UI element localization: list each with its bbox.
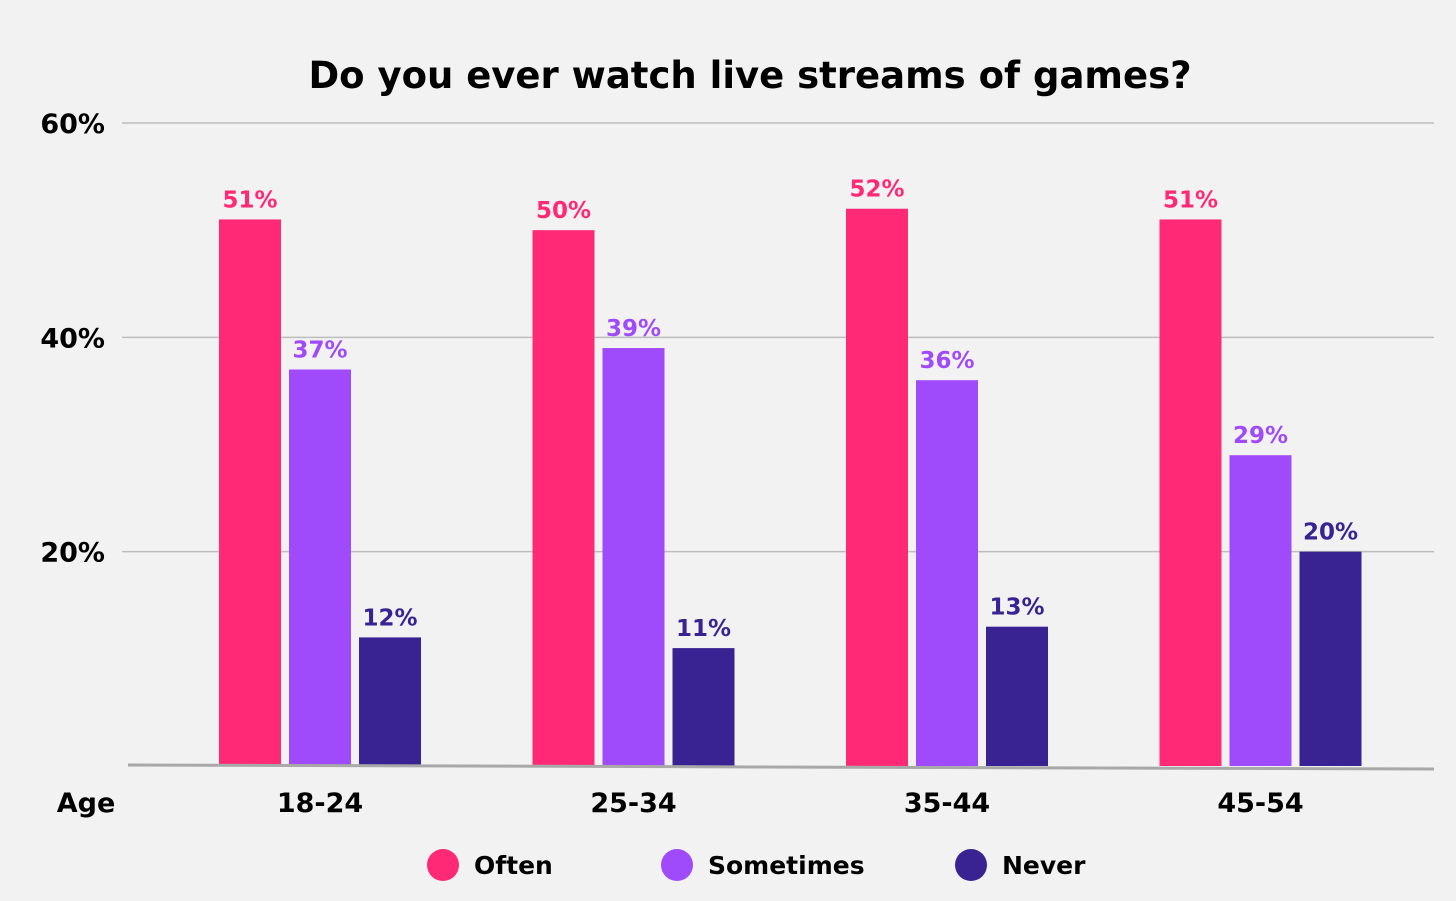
data-label: 12% xyxy=(362,605,417,631)
legend-swatch-never xyxy=(955,849,987,881)
bar-never-45-54 xyxy=(1299,551,1362,766)
y-tick-label: 60% xyxy=(40,109,105,140)
bar-never-35-44 xyxy=(986,626,1048,766)
legend-swatch-often xyxy=(427,849,459,881)
bar-often-35-44 xyxy=(846,208,908,766)
bar-sometimes-25-34 xyxy=(602,348,665,766)
x-axis-line xyxy=(127,763,1435,771)
data-labels: 51% 37% 12% 50% 39% 11% 52% 36% 13% 51% 29% 20% xyxy=(222,177,1358,642)
data-label: 13% xyxy=(989,595,1044,621)
bar-sometimes-18-24 xyxy=(289,369,351,766)
data-label: 37% xyxy=(292,337,347,363)
bar-sometimes-45-54 xyxy=(1229,455,1292,766)
bar-often-45-54 xyxy=(1159,219,1222,766)
y-tick-label: 20% xyxy=(40,538,105,569)
bar-often-18-24 xyxy=(219,219,281,766)
data-label: 51% xyxy=(222,187,277,213)
bar-often-25-34 xyxy=(532,230,595,766)
x-axis-label: Age xyxy=(57,788,116,819)
x-tick-label: 35-44 xyxy=(904,788,990,819)
legend-swatch-sometimes xyxy=(661,849,693,881)
data-label: 52% xyxy=(849,177,904,203)
y-axis-ticks: 20% 40% 60% xyxy=(40,109,105,569)
data-label: 11% xyxy=(676,616,731,642)
data-label: 51% xyxy=(1163,187,1218,213)
x-tick-label: 45-54 xyxy=(1217,788,1303,819)
bar-never-18-24 xyxy=(359,637,421,766)
data-label: 29% xyxy=(1233,423,1288,449)
legend-label: Often xyxy=(474,851,553,880)
data-label: 39% xyxy=(606,316,661,342)
bars xyxy=(219,208,1362,766)
legend-label: Never xyxy=(1002,851,1086,880)
data-label: 50% xyxy=(536,198,591,224)
data-label: 20% xyxy=(1303,520,1358,546)
y-tick-label: 40% xyxy=(40,323,105,354)
x-tick-label: 18-24 xyxy=(277,788,363,819)
data-label: 36% xyxy=(919,348,974,374)
bar-sometimes-35-44 xyxy=(916,380,978,766)
bar-never-25-34 xyxy=(672,648,735,766)
legend-label: Sometimes xyxy=(708,851,865,880)
category-labels: 18-24 25-34 35-44 45-54 xyxy=(277,788,1304,819)
chart-title: Do you ever watch live streams of games? xyxy=(308,54,1191,97)
legend: Often Sometimes Never xyxy=(427,849,1086,881)
x-tick-label: 25-34 xyxy=(590,788,676,819)
